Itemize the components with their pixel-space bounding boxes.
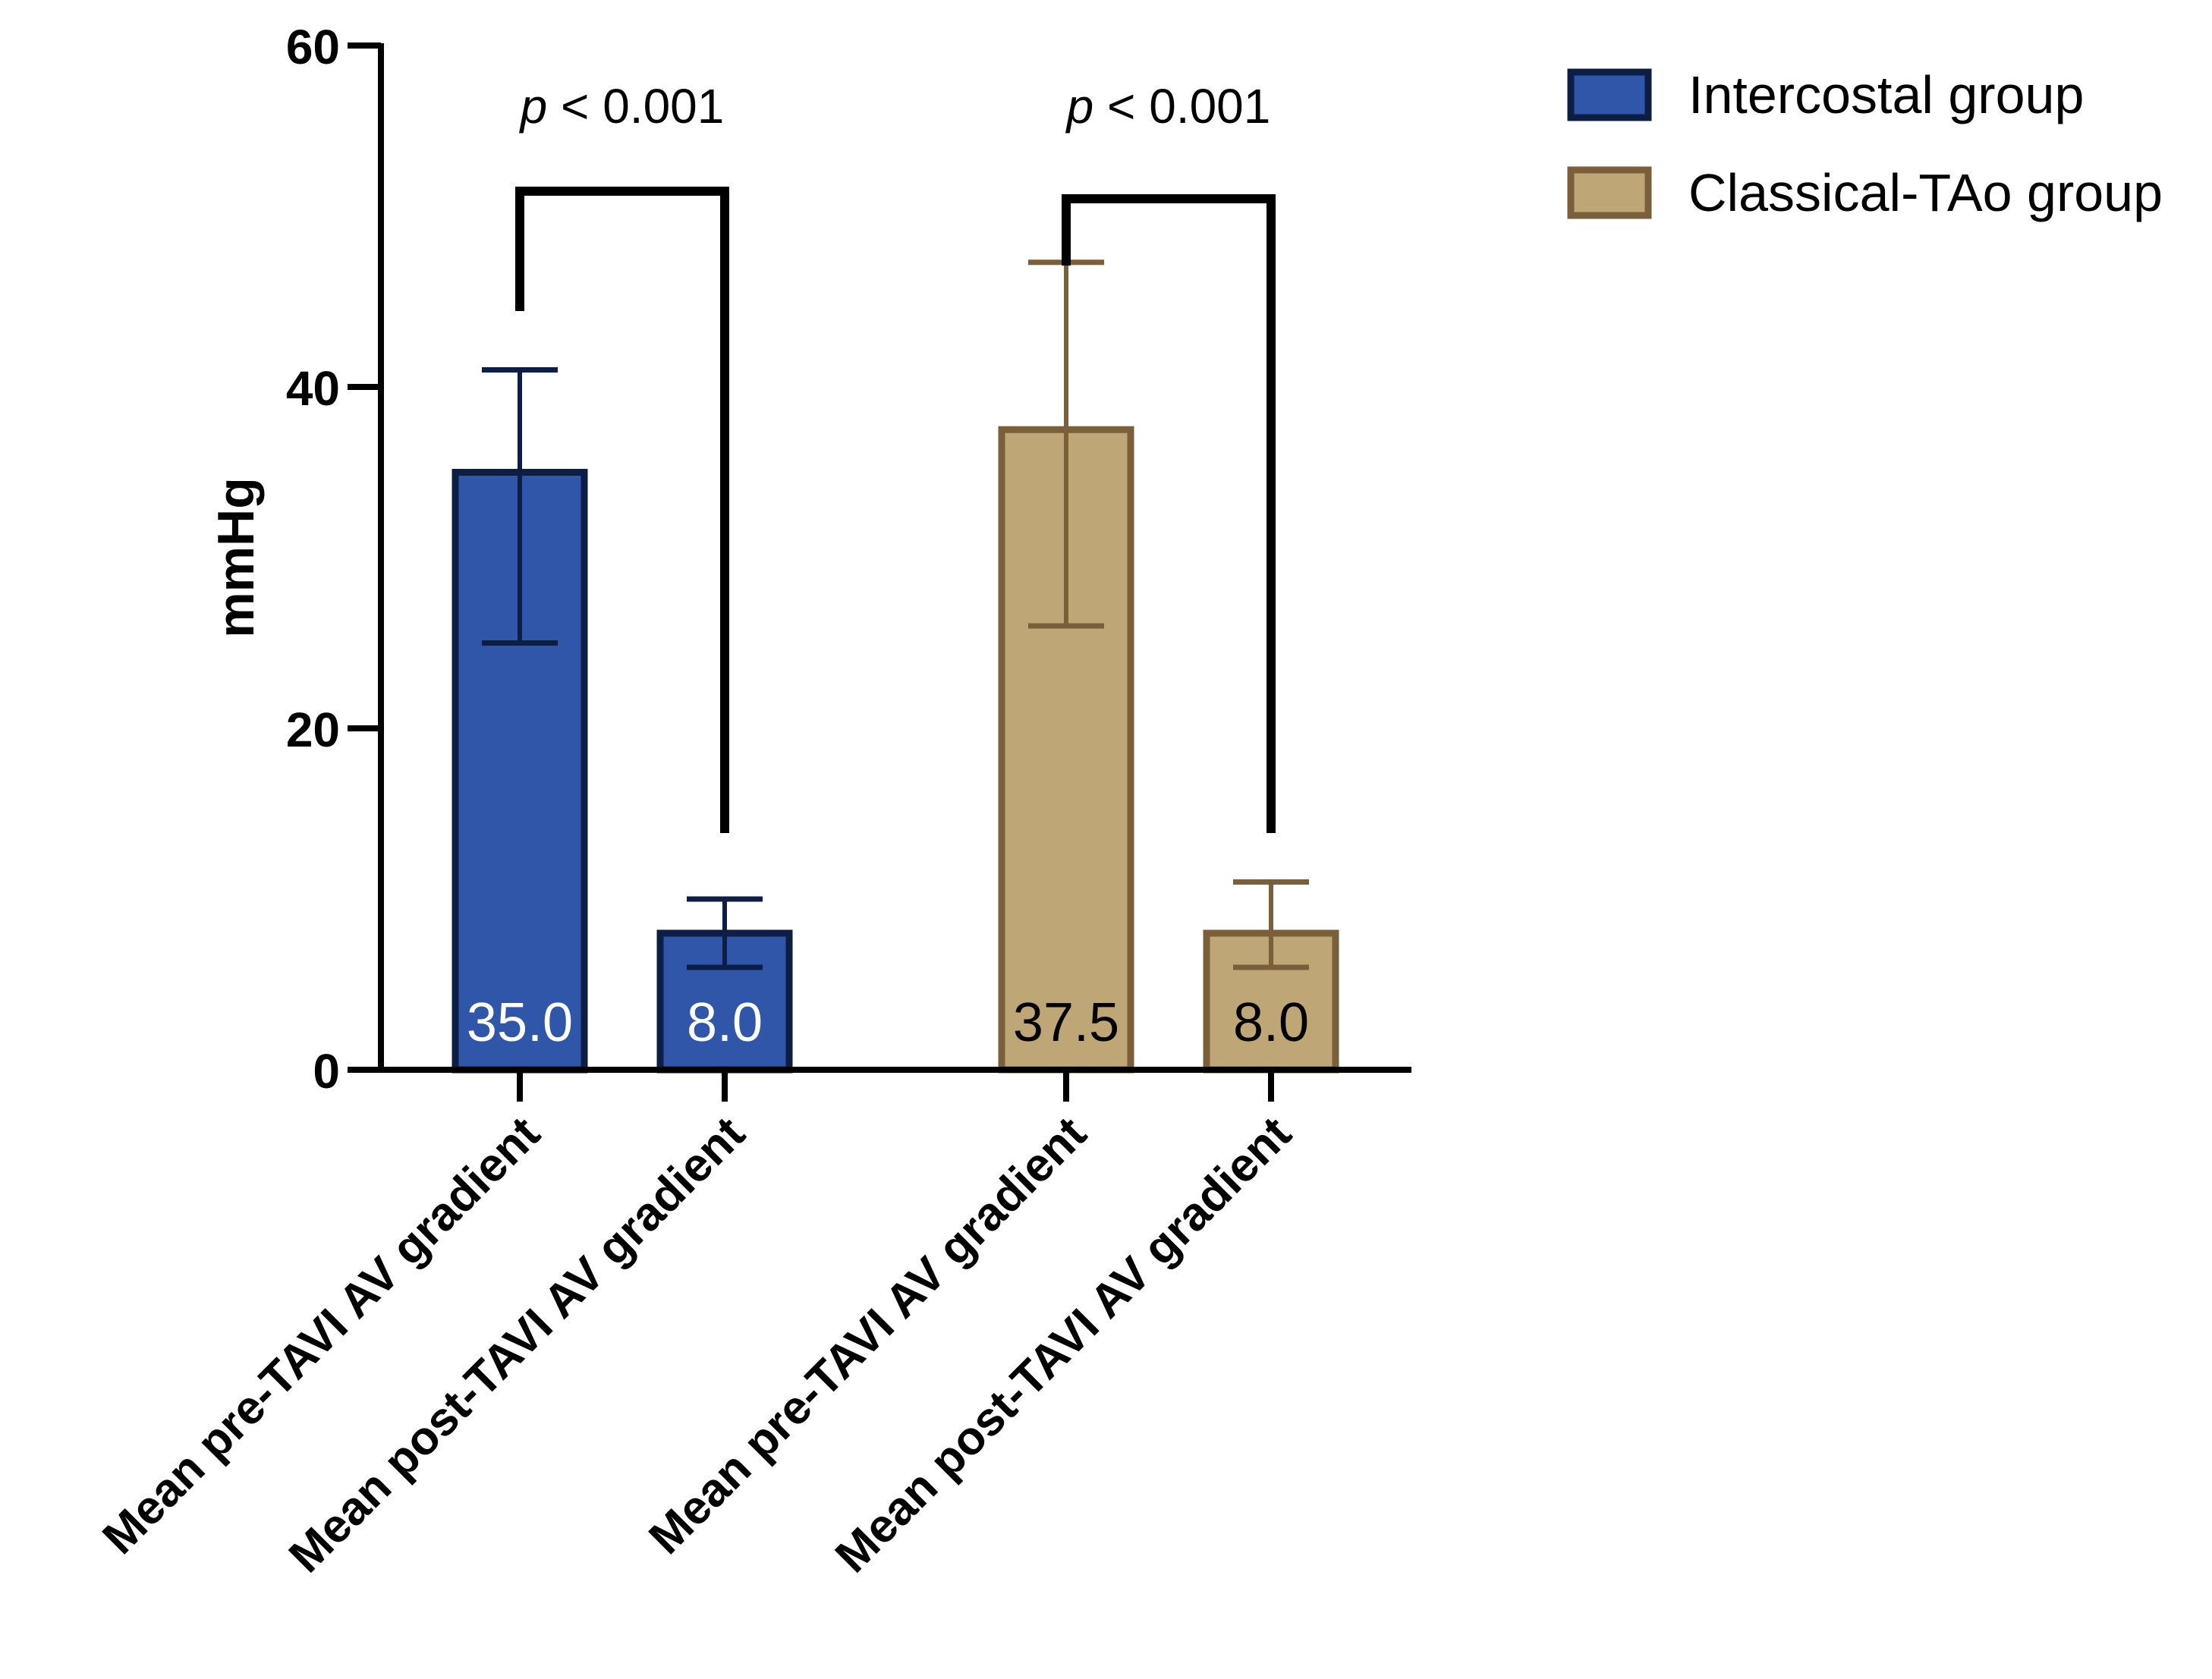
axes: 0 20 40 60 Mean pre-TAVI AV gradient Mean pos…	[93, 20, 1411, 1583]
data-label-1: 8.0	[687, 992, 763, 1053]
legend-label-1: Classical-TAo group	[1688, 163, 2163, 222]
x-tick-label-0: Mean pre-TAVI AV gradient	[93, 1107, 550, 1564]
y-tick-label-3: 60	[286, 20, 340, 74]
labels: 35.0 8.0 37.5 8.0p < 0.001 p < 0.001	[467, 79, 1309, 1053]
p-value-text: < 0.001	[547, 79, 724, 134]
y-tick-label-2: 40	[286, 361, 340, 416]
legend-swatch-1	[1567, 166, 1652, 219]
data-label-2: 37.5	[1013, 992, 1119, 1053]
data-label-0: 35.0	[467, 992, 573, 1053]
x-tick-label-3: Mean post-TAVI AV gradient	[826, 1107, 1301, 1583]
significance-label-1: p < 0.001	[1065, 79, 1271, 134]
significance-bracket-0	[515, 187, 729, 833]
legend-swatch-0	[1567, 68, 1652, 121]
legend-label-0: Intercostal group	[1688, 65, 2084, 124]
significance-label-0: p < 0.001	[519, 79, 725, 134]
plot-area	[452, 187, 1339, 1074]
y-axis-title: mmHg	[207, 477, 265, 638]
p-value-text: < 0.001	[1093, 79, 1270, 134]
p-symbol: p	[1065, 79, 1094, 134]
y-tick-label-1: 20	[286, 703, 340, 757]
legend: Intercostal group Classical-TAo group	[1567, 65, 2163, 222]
y-tick-label-0: 0	[313, 1044, 340, 1099]
significance-bracket-1	[1062, 194, 1276, 833]
data-label-3: 8.0	[1233, 992, 1309, 1053]
p-symbol: p	[519, 79, 548, 134]
